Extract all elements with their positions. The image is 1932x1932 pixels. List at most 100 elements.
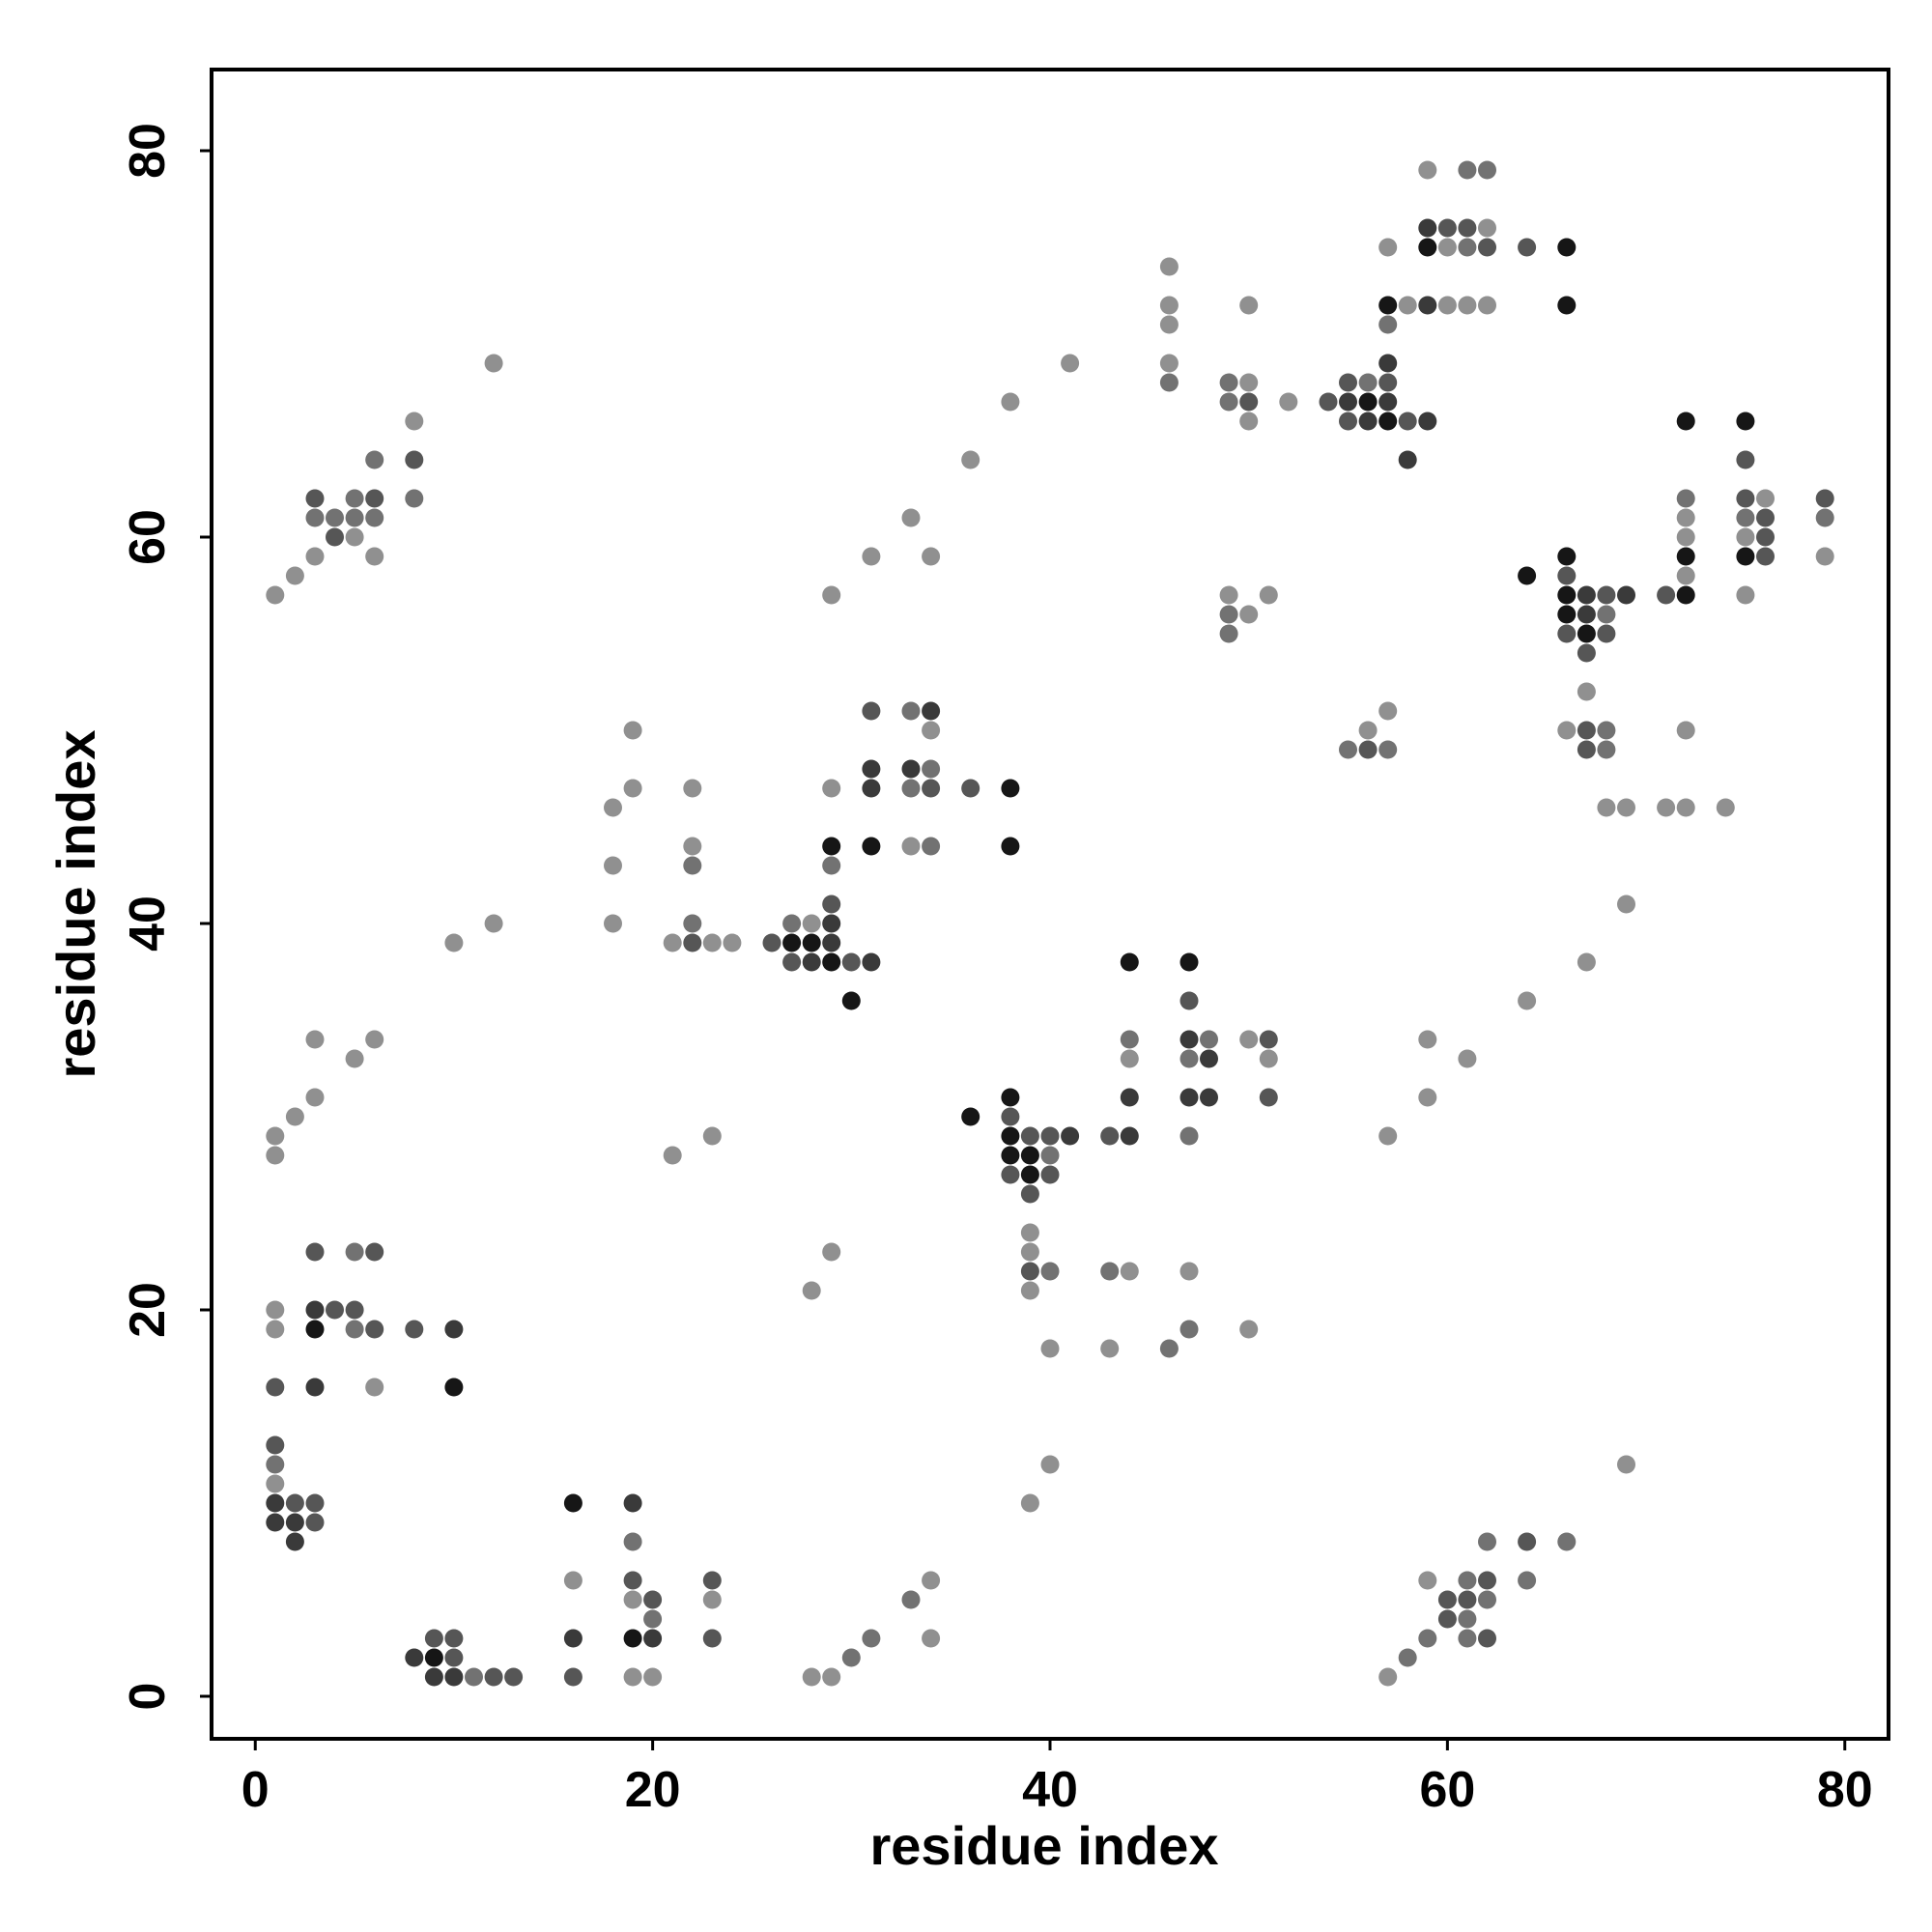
- data-point: [961, 450, 980, 469]
- data-point: [1219, 392, 1238, 412]
- x-tick-label: 40: [1022, 1762, 1078, 1818]
- data-point: [365, 1030, 384, 1049]
- data-point: [1756, 508, 1775, 527]
- data-point: [1577, 682, 1596, 701]
- data-point: [822, 914, 841, 933]
- data-point: [1577, 624, 1596, 643]
- data-point: [1259, 585, 1278, 605]
- data-point: [305, 1493, 325, 1513]
- data-point: [643, 1609, 663, 1629]
- y-axis-title: residue index: [45, 729, 106, 1078]
- x-axis-title: residue index: [869, 1815, 1218, 1876]
- data-point: [1239, 392, 1259, 412]
- data-point: [1378, 238, 1398, 257]
- data-point: [802, 1281, 821, 1300]
- data-point: [822, 933, 841, 952]
- data-point: [1358, 721, 1378, 740]
- data-point: [1378, 392, 1398, 412]
- data-point: [365, 489, 384, 508]
- data-point: [424, 1648, 443, 1667]
- data-point: [266, 1378, 285, 1397]
- data-point: [822, 779, 841, 798]
- data-point: [1458, 296, 1477, 315]
- data-point: [1676, 798, 1695, 817]
- data-point: [424, 1667, 443, 1687]
- data-point: [1200, 1030, 1218, 1049]
- data-point: [1418, 160, 1437, 180]
- data-point: [1239, 412, 1259, 431]
- y-axis: 0 20 40 60 80: [120, 123, 212, 1710]
- data-point: [1001, 837, 1020, 856]
- data-point: [643, 1629, 663, 1648]
- data-point: [1239, 605, 1259, 624]
- x-axis: 0 20 40 60 80: [242, 1739, 1873, 1818]
- data-point: [643, 1667, 663, 1687]
- data-point: [305, 1242, 325, 1262]
- data-point: [1378, 296, 1398, 315]
- data-point: [702, 1571, 722, 1590]
- data-point: [901, 1590, 921, 1609]
- data-point: [1398, 450, 1417, 469]
- data-point: [345, 1049, 364, 1068]
- data-point: [285, 1107, 304, 1126]
- x-tick-label: 60: [1419, 1762, 1475, 1818]
- data-point: [1597, 624, 1616, 643]
- data-point: [802, 933, 821, 952]
- data-point: [1617, 585, 1635, 605]
- data-point: [1179, 1126, 1199, 1146]
- data-point: [1736, 450, 1755, 469]
- data-point: [1657, 798, 1676, 817]
- data-point: [305, 508, 325, 527]
- data-point: [1001, 779, 1020, 798]
- data-point: [802, 952, 821, 972]
- data-point: [1437, 1590, 1457, 1609]
- data-point: [1736, 585, 1755, 605]
- data-point: [1159, 373, 1179, 392]
- data-point: [1676, 508, 1695, 527]
- data-point: [1557, 624, 1577, 643]
- data-point: [405, 489, 424, 508]
- data-point: [365, 547, 384, 566]
- data-point: [1001, 1107, 1020, 1126]
- data-point: [1001, 1146, 1020, 1165]
- data-point: [1478, 160, 1496, 180]
- data-point: [1179, 952, 1199, 972]
- data-point: [1339, 373, 1357, 392]
- data-point: [1219, 624, 1238, 643]
- data-point: [1557, 1532, 1577, 1551]
- data-point: [1518, 238, 1537, 257]
- data-point: [683, 914, 702, 933]
- data-point: [1001, 1126, 1020, 1146]
- data-point: [1358, 412, 1378, 431]
- data-point: [782, 933, 802, 952]
- data-point: [444, 1629, 464, 1648]
- data-point: [802, 914, 821, 933]
- data-point: [1458, 1590, 1477, 1609]
- data-point: [1179, 1030, 1199, 1049]
- data-point: [862, 759, 881, 779]
- data-point: [643, 1590, 663, 1609]
- data-point: [305, 547, 325, 566]
- data-point: [305, 1378, 325, 1397]
- data-point: [1478, 238, 1496, 257]
- data-point: [623, 1493, 642, 1513]
- data-point: [841, 991, 861, 1010]
- data-point: [1040, 1165, 1060, 1184]
- data-point: [326, 1300, 344, 1320]
- data-point: [1179, 991, 1199, 1010]
- data-point: [1577, 952, 1596, 972]
- data-point: [822, 1242, 841, 1262]
- data-point: [604, 856, 622, 875]
- data-point: [1557, 238, 1577, 257]
- data-point: [1736, 412, 1755, 431]
- data-point: [683, 856, 702, 875]
- data-point: [862, 1629, 881, 1648]
- data-point: [1040, 1262, 1060, 1281]
- data-point: [1259, 1030, 1278, 1049]
- data-point: [1518, 1532, 1537, 1551]
- data-point: [1418, 412, 1437, 431]
- data-point: [663, 1146, 682, 1165]
- data-point: [1676, 547, 1695, 566]
- data-point: [1378, 1667, 1398, 1687]
- data-point: [1159, 257, 1179, 276]
